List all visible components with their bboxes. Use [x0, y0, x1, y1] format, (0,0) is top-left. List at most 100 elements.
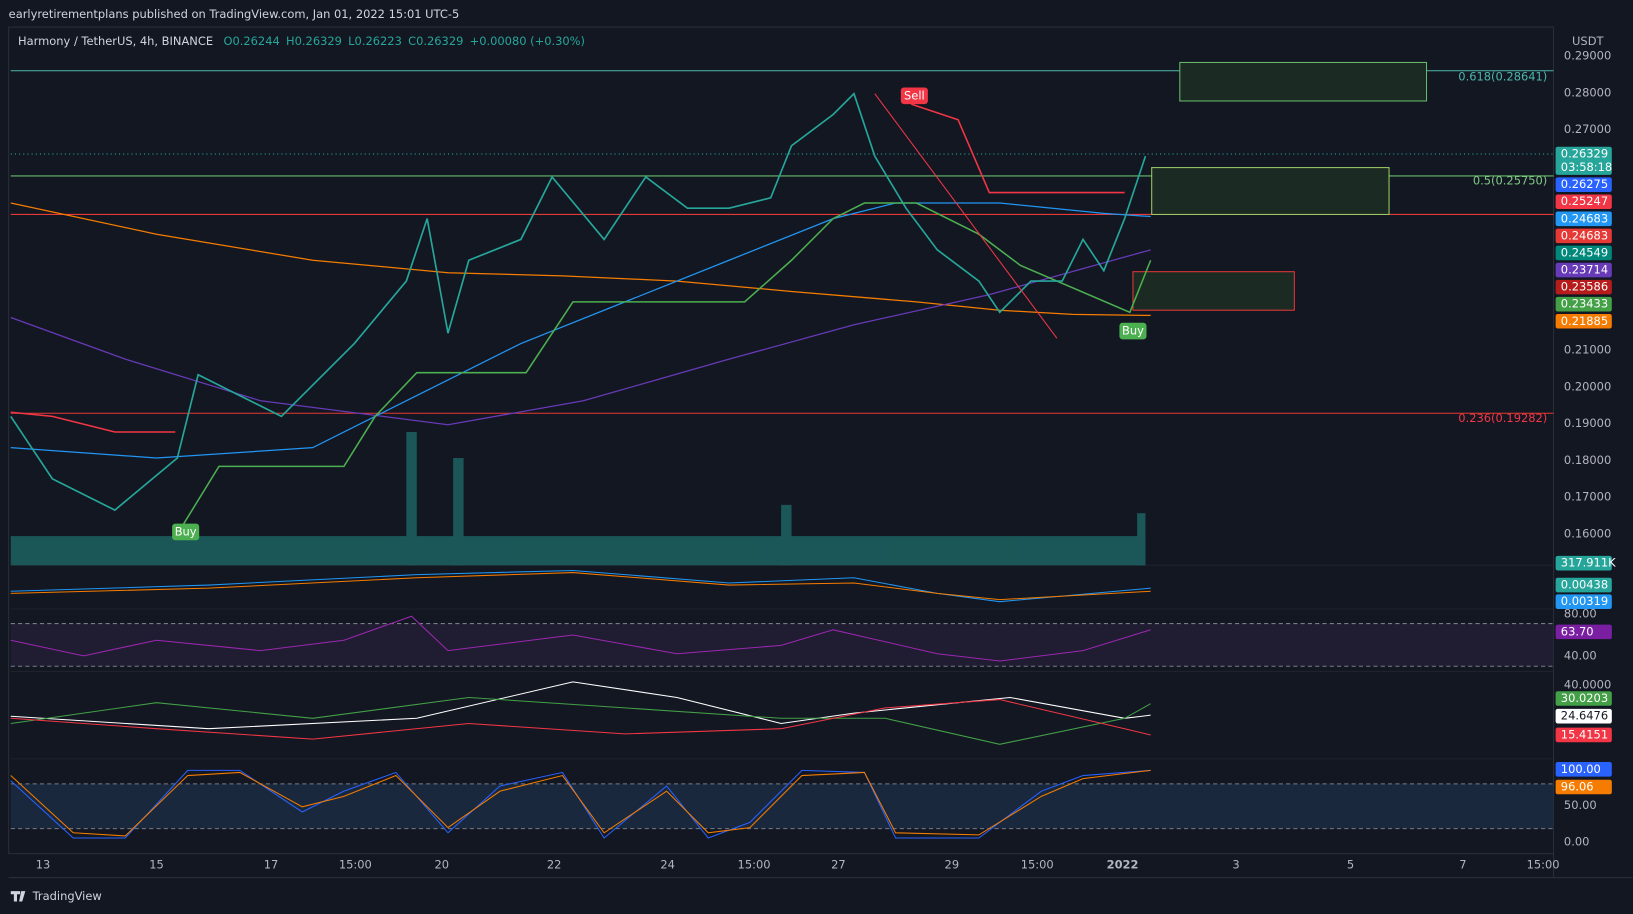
macd-line	[10, 569, 1151, 603]
rsi-line	[10, 615, 1151, 662]
badge	[1555, 577, 1612, 593]
badge	[1555, 228, 1612, 244]
badge	[1555, 555, 1612, 571]
macd-signal	[10, 572, 1151, 601]
badge-label: 0.23433	[1561, 297, 1608, 311]
pane-axis-label: 80.00	[1564, 607, 1597, 621]
badge-label: 0.23586	[1561, 280, 1608, 294]
pane-axis-label: 50.00	[1564, 798, 1597, 812]
price-label: 0.18000	[1564, 453, 1611, 467]
di-plus	[10, 696, 1151, 745]
stoch-k	[10, 769, 1151, 839]
badge-label: 0.21885	[1561, 314, 1608, 328]
chart-area	[8, 26, 1555, 855]
zone	[1179, 61, 1428, 102]
badge-label: 24.6476	[1561, 709, 1608, 723]
zone	[1151, 167, 1390, 215]
badge-label: 0.25247	[1561, 194, 1608, 208]
time-label: 20	[434, 858, 449, 872]
stoch-d	[10, 769, 1151, 837]
fib-label: 0.5(0.25750)	[1473, 174, 1547, 188]
price-label: 0.20000	[1564, 379, 1611, 393]
time-label: 13	[36, 858, 51, 872]
badge-label: 15.4151	[1561, 727, 1608, 741]
signal	[172, 523, 200, 541]
badge	[1555, 296, 1612, 312]
badge	[1555, 708, 1612, 724]
badge-label: 100.00	[1561, 762, 1601, 776]
badge	[1555, 262, 1612, 278]
ohlc-item: O0.26244	[223, 34, 279, 48]
time-label: 3	[1232, 858, 1239, 872]
badge-label: 0.00438	[1561, 578, 1608, 592]
symbol: Harmony / TetherUS, 4h, BINANCE	[18, 34, 213, 48]
badge	[1555, 624, 1612, 640]
footer-brand[interactable]: TradingView	[32, 889, 102, 903]
time-label: 15	[149, 858, 164, 872]
signal	[900, 87, 928, 105]
badge	[1555, 146, 1612, 175]
countdown: 03:58:18	[1561, 160, 1612, 174]
logo	[10, 891, 26, 902]
badge-label: 0.24683	[1561, 228, 1608, 242]
badge-label: 0.23714	[1561, 263, 1608, 277]
badge-label: 0.26275	[1561, 177, 1608, 191]
pane-axis-label: 40.0000	[1564, 677, 1611, 691]
price-label: 0.29000	[1564, 49, 1611, 63]
stoch-band	[10, 783, 1554, 829]
signal	[1119, 322, 1147, 340]
publisher: earlyretirementplans published on Tradin…	[9, 7, 460, 21]
time-label: 24	[660, 858, 675, 872]
price-label: 0.28000	[1564, 85, 1611, 99]
time-label: 29	[945, 858, 960, 872]
badge	[1555, 594, 1612, 609]
pane-axis-label: 40.00	[1564, 648, 1597, 662]
price-label: 0.17000	[1564, 490, 1611, 504]
badge-label: 317.911K	[1561, 556, 1616, 570]
price-label: 0.19000	[1564, 416, 1611, 430]
time-label: 15:00	[738, 858, 771, 872]
time-label: 22	[547, 858, 562, 872]
badge	[1555, 313, 1612, 329]
badge-label: 0.26329	[1561, 147, 1608, 161]
time-label: 27	[831, 858, 846, 872]
badge	[1555, 762, 1612, 777]
axis-unit: USDT	[1572, 34, 1604, 48]
fib-label: 0.236(0.19282)	[1458, 411, 1547, 425]
badge-label: 96.06	[1561, 779, 1594, 793]
badge-label: 0.24683	[1561, 211, 1608, 225]
signal-label: Sell	[904, 88, 925, 102]
grid	[10, 564, 1554, 760]
ohlc-item: +0.00080 (+0.30%)	[470, 34, 585, 48]
time-label: 2022	[1107, 858, 1139, 872]
time-label: 15:00	[1527, 858, 1560, 872]
badge-label: 0.00319	[1561, 594, 1608, 608]
ohlc-item: C0.26329	[408, 34, 463, 48]
pane-axis-label: 0.00	[1564, 835, 1589, 849]
time-label: 17	[264, 858, 279, 872]
badge	[1555, 194, 1612, 210]
zone	[1132, 271, 1295, 311]
price-label: 0.21000	[1564, 343, 1611, 357]
ma-line	[10, 249, 1151, 426]
badge-label: 63.70	[1561, 624, 1594, 638]
signal-label: Buy	[1122, 324, 1144, 338]
time-label: 15:00	[1021, 858, 1054, 872]
badge	[1555, 691, 1612, 706]
price-label: 0.27000	[1564, 122, 1611, 136]
supertrend	[181, 202, 1152, 527]
signal-label: Buy	[175, 524, 197, 538]
badge	[1555, 779, 1612, 795]
volume	[10, 432, 1146, 566]
supertrend	[10, 411, 176, 433]
supertrend	[910, 103, 1125, 194]
ma-line	[10, 202, 1151, 459]
time-label: 7	[1459, 858, 1466, 872]
time-label: 15:00	[339, 858, 372, 872]
badge	[1555, 279, 1612, 295]
ohlc-item: L0.26223	[348, 34, 402, 48]
di-minus	[10, 699, 1151, 740]
badge	[1555, 177, 1612, 192]
badge	[1555, 211, 1612, 227]
